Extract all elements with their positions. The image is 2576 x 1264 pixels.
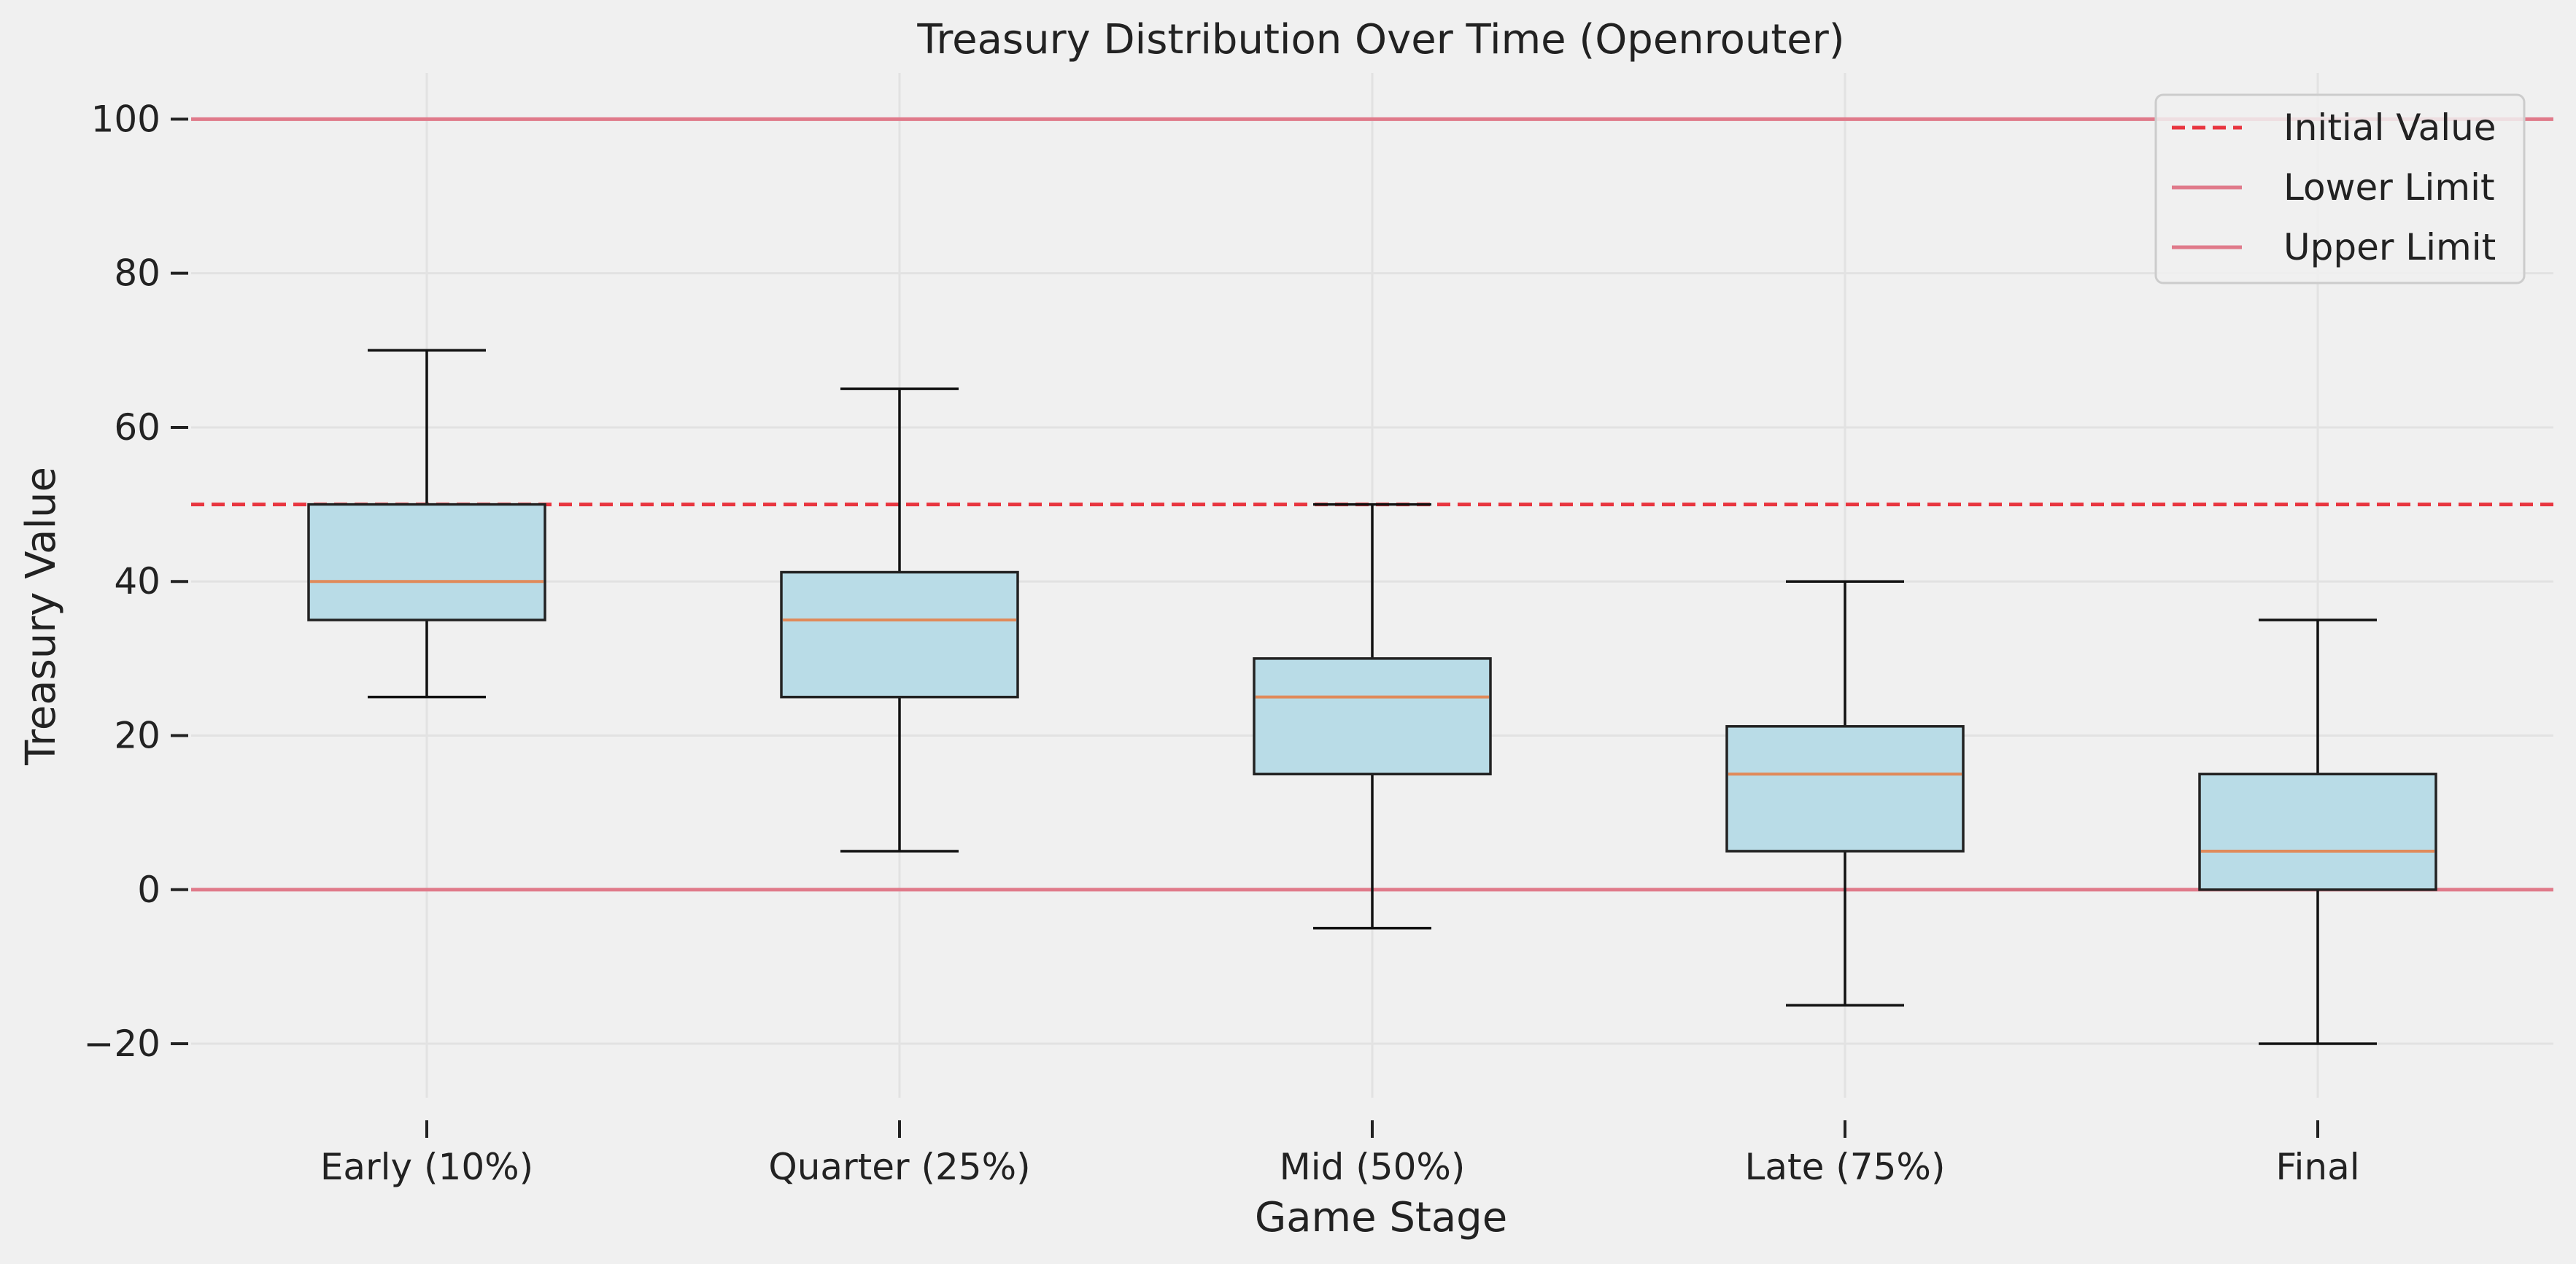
x-tick-label: Late (75%) — [1745, 1146, 1946, 1188]
legend-frame — [2154, 93, 2526, 284]
box-iqr — [2198, 772, 2437, 891]
x-tick-label: Final — [2275, 1146, 2359, 1188]
boxplot-item — [780, 387, 1019, 853]
x-axis-label: Game Stage — [1255, 1194, 1507, 1241]
legend-label: Upper Limit — [2283, 226, 2496, 268]
boxplot-item — [2198, 619, 2437, 1045]
box-iqr — [1253, 657, 1492, 776]
chart-title: Treasury Distribution Over Time (Openrou… — [916, 16, 1844, 63]
x-tick-label: Quarter (25%) — [768, 1146, 1030, 1188]
boxplot-item — [307, 349, 546, 699]
box-iqr — [780, 570, 1019, 699]
box-iqr — [307, 503, 546, 621]
legend-item: Upper Limit — [2172, 226, 2496, 268]
boxplot-item — [1253, 503, 1492, 930]
y-tick-label: −20 — [83, 1023, 160, 1065]
y-tick-label: 60 — [114, 406, 160, 449]
y-tick-label: 0 — [137, 869, 160, 911]
box-iqr — [1725, 725, 1965, 853]
legend-item: Initial Value — [2172, 106, 2496, 149]
y-tick-label: 100 — [91, 98, 160, 140]
legend-label: Initial Value — [2283, 106, 2496, 149]
boxplot-item — [1725, 580, 1965, 1007]
y-axis-label: Treasury Value — [18, 467, 65, 766]
x-tick-label: Mid (50%) — [1280, 1146, 1466, 1188]
y-tick-label: 20 — [114, 714, 160, 756]
boxplots — [307, 349, 2437, 1045]
x-tick-label: Early (10%) — [320, 1146, 533, 1188]
y-tick-label: 80 — [114, 252, 160, 295]
legend: Initial Value Lower Limit Upper Limit — [2154, 93, 2526, 284]
legend-label: Lower Limit — [2283, 166, 2495, 209]
y-tick-label: 40 — [114, 560, 160, 602]
axes: −20 0 20 40 60 80 100 Early (10%) Quarter (25%) M… — [83, 98, 2359, 1188]
legend-item: Lower Limit — [2172, 166, 2495, 209]
